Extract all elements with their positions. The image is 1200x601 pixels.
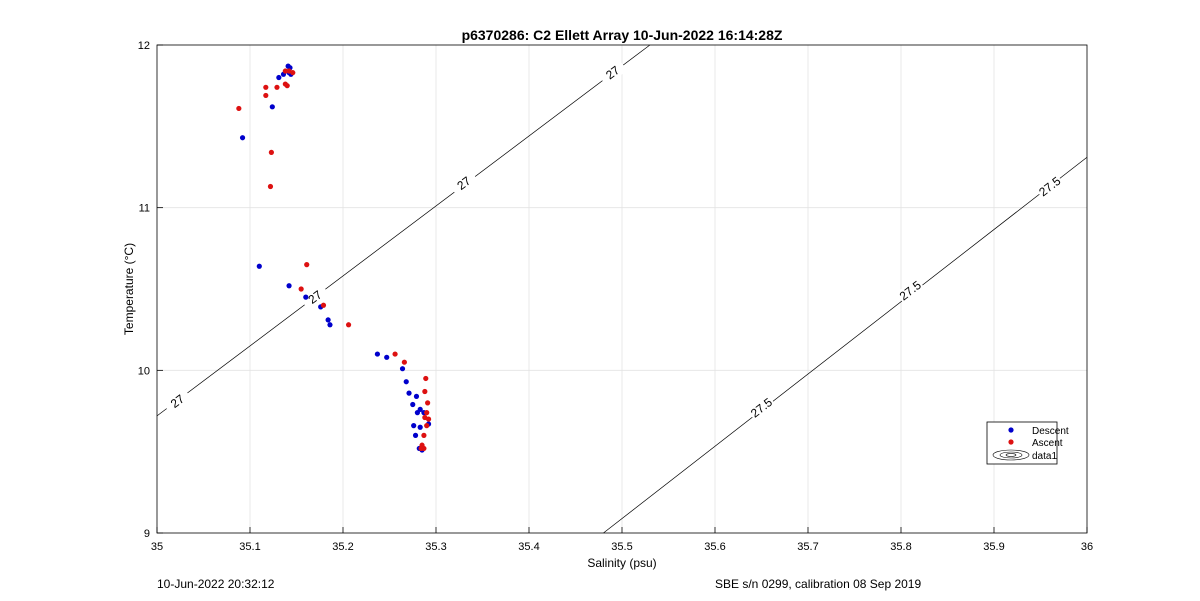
ascent-point [320,302,327,308]
descent-point [276,74,282,81]
chart-title: p6370286: C2 Ellett Array 10-Jun-2022 16… [462,27,783,43]
grid [157,45,1087,533]
ascent-point [392,351,398,357]
descent-point [327,322,333,328]
legend-box [986,421,1058,465]
ascent-point [423,375,429,382]
axis-ticks: 35 35.1 35.2 35.3 35.4 35.5 35.6 35.7 35.8 35.9 36… [138,40,1093,553]
ascent-point [304,262,310,268]
descent-point [403,379,409,385]
footer-timestamp: 10-Jun-2022 20:32:12 [157,577,275,591]
ascent-point [425,416,432,422]
ascent-point [401,359,407,365]
ascent-point [267,183,274,190]
y-tick-label: 11 [139,203,150,215]
ascent-point [263,84,269,90]
y-axis-label: Temperature (°C) [122,243,136,335]
y-tick-label: 10 [138,365,150,377]
x-tick-label: 35.2 [332,541,353,553]
ascent-point [298,286,304,292]
ascent-point [424,410,430,416]
descent-point [384,354,390,360]
y-tick-label: 9 [144,528,150,540]
x-axis-label: Salinity (psu) [587,556,656,570]
density-contour-line [156,44,651,417]
descent-point [286,283,292,289]
ascent-point [345,322,352,328]
x-tick-label: 35.6 [704,541,725,553]
descent-point [411,423,417,429]
descent-point [325,317,331,323]
descent-point [414,410,420,416]
ascent-point [424,423,430,429]
ascent-point [274,84,280,90]
legend-data1-label: data1 [1032,451,1057,462]
x-tick-label: 35.3 [425,541,446,553]
x-tick-label: 35.4 [518,541,539,553]
data-points [236,63,432,453]
ascent-point [263,92,269,99]
legend-descent-label: Descent [1032,426,1069,437]
descent-point [417,424,423,430]
ascent-point [290,70,296,76]
contour-label-bg [300,283,330,311]
descent-point [269,104,275,110]
ascent-point [284,83,290,89]
descent-point [406,390,412,396]
x-tick-label: 35.7 [797,541,818,553]
ascent-point [422,388,428,395]
x-tick-label: 35.1 [239,541,260,553]
contour-label-bg [449,169,479,197]
x-tick-label: 35.9 [983,541,1004,553]
descent-point [303,294,309,300]
contour-label-bg [598,59,628,87]
legend-descent-marker [1008,427,1014,433]
contour-label-bg [1035,173,1065,201]
x-tick-label: 35.5 [611,541,632,553]
ascent-point [425,400,431,406]
descent-point [410,401,416,408]
ascent-point [421,432,427,438]
density-contour-line [603,156,1088,534]
legend-ascent-marker [1008,439,1014,445]
contour-label-bg [895,277,925,305]
legend-contour-icon [992,449,1030,461]
legend: Descent Ascent data1 [986,421,1069,465]
x-tick-label: 36 [1081,541,1093,553]
descent-point [413,393,420,399]
descent-point [239,135,246,141]
descent-point [256,263,262,269]
contour-label-bg [746,394,777,422]
ascent-point [282,68,288,74]
contour-label-bg [162,387,193,415]
descent-point [412,432,419,438]
footer-instrument-info: SBE s/n 0299, calibration 08 Sep 2019 [715,577,922,591]
ascent-point [268,149,274,155]
x-tick-label: 35.8 [890,541,911,553]
descent-point [374,351,381,357]
descent-point [399,366,406,372]
legend-ascent-label: Ascent [1032,438,1063,449]
x-tick-label: 35 [151,541,163,553]
ascent-point [418,445,424,452]
ascent-point [236,105,242,112]
y-tick-label: 12 [138,40,150,52]
